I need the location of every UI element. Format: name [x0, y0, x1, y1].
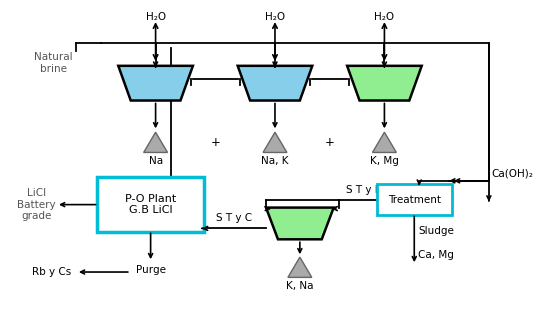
FancyBboxPatch shape — [377, 184, 452, 215]
Polygon shape — [373, 132, 397, 152]
Polygon shape — [263, 132, 287, 152]
Text: H₂O: H₂O — [265, 12, 285, 22]
Text: Treatment: Treatment — [388, 195, 441, 205]
Text: Na: Na — [149, 156, 162, 166]
Text: P-O Plant
G.B LiCl: P-O Plant G.B LiCl — [125, 194, 176, 215]
Text: S T y P: S T y P — [346, 185, 381, 195]
Text: Natural
brine: Natural brine — [34, 52, 72, 74]
Polygon shape — [288, 257, 312, 277]
Text: H₂O: H₂O — [146, 12, 166, 22]
Text: Purge: Purge — [136, 265, 166, 275]
Polygon shape — [347, 66, 422, 100]
Polygon shape — [118, 66, 193, 100]
Text: +: + — [325, 136, 335, 149]
Text: H₂O: H₂O — [374, 12, 394, 22]
Text: +: + — [211, 136, 220, 149]
Text: Rb y Cs: Rb y Cs — [32, 267, 71, 277]
Polygon shape — [144, 132, 167, 152]
Text: Sludge: Sludge — [418, 226, 454, 236]
Text: S T y C: S T y C — [217, 213, 253, 223]
Text: K, Mg: K, Mg — [370, 156, 399, 166]
Text: K, Na: K, Na — [286, 281, 313, 291]
Text: Ca(OH)₂: Ca(OH)₂ — [492, 169, 534, 179]
Text: Ca, Mg: Ca, Mg — [418, 250, 454, 260]
FancyBboxPatch shape — [97, 178, 205, 232]
Polygon shape — [238, 66, 312, 100]
Text: Na, K: Na, K — [261, 156, 289, 166]
Text: LiCl
Battery
grade: LiCl Battery grade — [17, 188, 56, 221]
Polygon shape — [266, 208, 334, 239]
